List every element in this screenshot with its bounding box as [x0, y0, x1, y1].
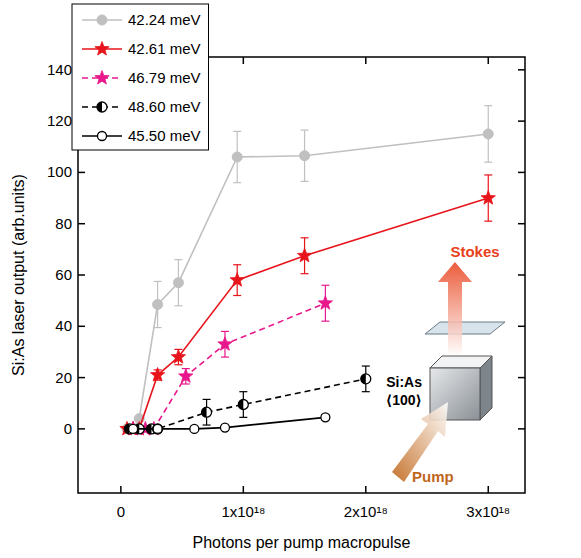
setup-inset [392, 262, 505, 482]
x-tick [488, 57, 490, 64]
y-tick [78, 428, 85, 430]
legend-marker [97, 102, 107, 112]
y-tick-label: 20 [55, 369, 72, 386]
y-tick [78, 377, 85, 379]
legend-marker [95, 71, 109, 85]
legend-label: 48.60 meV [128, 98, 201, 115]
x-tick [120, 486, 122, 493]
legend-label: 46.79 meV [128, 69, 201, 86]
y-tick-label: 140 [47, 61, 72, 78]
data-point [153, 299, 163, 309]
x-tick [488, 486, 490, 493]
legend-marker [95, 42, 109, 56]
annotation: Stokes [450, 243, 499, 260]
y-tick [78, 172, 85, 174]
legend-label: 42.61 meV [128, 40, 201, 57]
legend-box [72, 4, 209, 150]
stokes-arrow [438, 262, 472, 356]
x-tick [365, 57, 367, 64]
y-tick [518, 223, 525, 225]
y-tick-label: 60 [55, 266, 72, 283]
y-tick [518, 274, 525, 276]
y-tick [78, 223, 85, 225]
data-point [153, 424, 162, 433]
data-point [232, 152, 242, 162]
y-tick [78, 326, 85, 328]
y-tick [78, 274, 85, 276]
x-tick [243, 486, 245, 493]
series-line [133, 303, 325, 429]
data-point [230, 273, 244, 287]
x-axis-title: Photons per pump macropulse [193, 534, 411, 551]
error-bar [174, 260, 182, 306]
data-point [481, 191, 495, 205]
chart: 0 1x10¹⁸ 2x10¹⁸ 3x10¹⁸ 0 20 40 60 80 100 120 140 Pho… [0, 0, 581, 558]
data-point [179, 369, 193, 383]
y-tick-label: 40 [55, 317, 72, 334]
data-point [173, 278, 183, 288]
annotation: Si:As [386, 374, 422, 390]
data-point [300, 151, 310, 161]
error-bar [203, 399, 211, 425]
x-tick-label: 0 [117, 503, 125, 520]
data-point [202, 407, 212, 417]
y-tick-label: 0 [64, 420, 72, 437]
y-tick [518, 69, 525, 71]
legend-label: 42.24 meV [128, 11, 201, 28]
data-point [238, 400, 248, 410]
error-bar [233, 131, 241, 182]
data-point [483, 129, 493, 139]
y-tick-label: 100 [47, 163, 72, 180]
x-tick [243, 57, 245, 64]
annotation: Pump [412, 468, 454, 485]
error-bar [154, 281, 162, 327]
x-tick [365, 486, 367, 493]
data-point [129, 424, 138, 433]
data-point [220, 423, 229, 432]
y-tick-label: 120 [47, 112, 72, 129]
legend-marker [97, 15, 107, 25]
data-point [318, 296, 332, 310]
data-point [128, 424, 138, 434]
error-bar [239, 392, 247, 418]
x-tick-label: 1x10¹⁸ [221, 503, 265, 520]
cube-side [480, 356, 492, 420]
y-axis-title: Si:As laser output (arb.units) [10, 174, 27, 376]
plot-area [120, 106, 496, 435]
y-tick [518, 172, 525, 174]
data-point [150, 368, 164, 382]
data-point [190, 424, 199, 433]
y-tick-label: 80 [55, 215, 72, 232]
legend: 42.24 meV 42.61 meV 46.79 meV 48.60 meV 45.5… [72, 4, 209, 150]
series-line [127, 134, 488, 429]
data-point [321, 413, 330, 422]
series-line [129, 379, 365, 429]
data-point [361, 374, 371, 384]
mirror-plate [425, 322, 505, 334]
annotation: ⟨100⟩ [386, 392, 422, 408]
y-tick [518, 120, 525, 122]
x-tick-label: 3x10¹⁸ [466, 503, 510, 520]
x-tick-label: 2x10¹⁸ [344, 503, 388, 520]
data-point [297, 248, 311, 262]
error-bar [301, 130, 309, 181]
series-line [127, 198, 488, 429]
legend-label: 45.50 meV [128, 127, 201, 144]
data-point [218, 337, 232, 351]
y-tick [518, 377, 525, 379]
y-tick [518, 428, 525, 430]
data-point [153, 424, 163, 434]
y-tick [518, 326, 525, 328]
error-bar [484, 106, 492, 162]
legend-marker [98, 132, 107, 141]
data-point [171, 350, 185, 364]
error-bar [362, 366, 370, 392]
